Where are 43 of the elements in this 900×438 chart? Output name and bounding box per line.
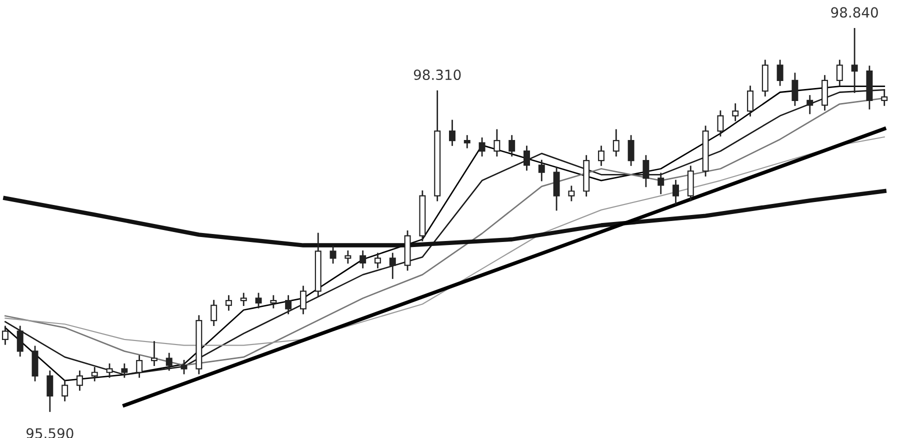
candlestick (717, 110, 724, 136)
candlestick (330, 246, 336, 264)
candlestick (344, 250, 352, 264)
candlestick (62, 380, 68, 402)
candlestick (285, 295, 292, 314)
candlestick (270, 295, 277, 308)
candlestick (658, 172, 664, 194)
candlestick (478, 137, 486, 157)
candlestick (2, 326, 8, 345)
candlestick (612, 129, 620, 157)
candlestick (568, 186, 575, 202)
candlestick (494, 129, 500, 157)
candlestick (508, 135, 516, 157)
candlestick (672, 180, 679, 205)
candlestick (628, 135, 634, 166)
candlestick (642, 155, 650, 188)
candlestick (16, 326, 24, 357)
candlestick (360, 250, 366, 268)
candlestick (836, 60, 843, 86)
candlestick (449, 120, 456, 146)
candlestick (225, 295, 232, 311)
candlestick (255, 292, 262, 308)
annotation: 98.840 (831, 7, 878, 18)
candlestick (776, 60, 784, 86)
candlestick (374, 252, 381, 268)
candlestick (150, 341, 158, 366)
candlestick (166, 352, 172, 371)
candlestick (389, 252, 396, 279)
candlestick (210, 300, 218, 326)
candlestick (240, 292, 247, 306)
candlestick (732, 103, 739, 122)
candlestick (524, 146, 530, 171)
candlestick (46, 370, 54, 412)
candlestick (553, 166, 560, 211)
candlestick (598, 146, 604, 166)
annotation: 98.310 (414, 70, 461, 80)
candlestick (806, 95, 814, 114)
candlestick (300, 286, 306, 314)
candlestick (747, 86, 754, 116)
candlestick (538, 160, 545, 182)
candlestick (792, 72, 798, 106)
candlestick (76, 370, 83, 391)
candlestick (464, 135, 470, 148)
